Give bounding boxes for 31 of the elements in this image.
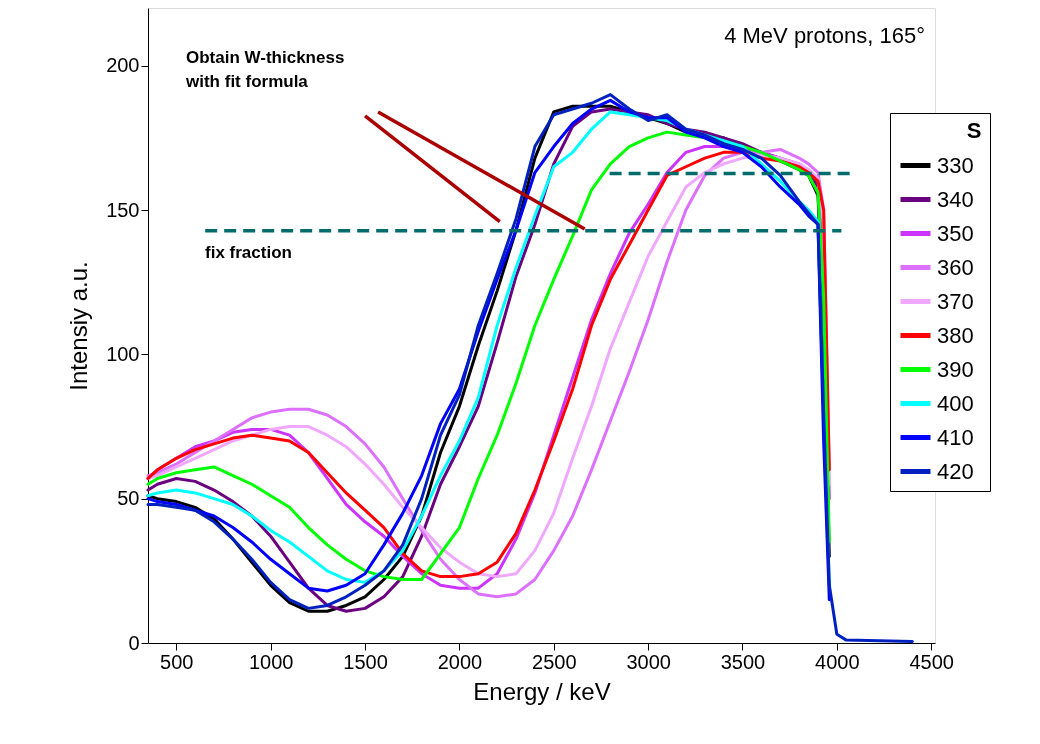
x-tick-label: 2500 — [532, 650, 577, 673]
y-tick-label: 150 — [106, 198, 140, 221]
x-tick-label: 1500 — [343, 650, 388, 673]
x-tick-label: 4500 — [909, 650, 954, 673]
line-series — [146, 93, 914, 644]
x-axis-title: Energy / keV — [473, 677, 611, 705]
x-tick-label: 4000 — [815, 650, 860, 673]
legend-label: 380 — [937, 322, 974, 348]
legend-label: 390 — [937, 356, 974, 382]
y-tick-label: 200 — [106, 54, 140, 77]
legend-title: S — [966, 118, 982, 143]
x-tick-label: 500 — [160, 650, 194, 673]
legend-label: 350 — [937, 220, 974, 246]
y-tick-label: 0 — [128, 631, 140, 654]
legend-label: 340 — [937, 186, 974, 212]
x-tick-label: 2000 — [437, 650, 483, 673]
legend-label: 410 — [937, 424, 974, 450]
y-axis-title: Intensiy a.u. — [65, 261, 93, 391]
annotation: Obtain W-thickness with fit formula — [185, 48, 345, 91]
y-tick-label: 100 — [106, 342, 140, 365]
y-tick-label: 50 — [117, 487, 140, 510]
x-tick-label: 1000 — [248, 650, 294, 673]
x-tick-label: 3500 — [720, 650, 766, 673]
annotation: 4 MeV protons, 165° — [724, 23, 925, 48]
annotation: fix fraction — [205, 243, 292, 262]
legend-label: 400 — [937, 390, 974, 416]
x-tick-label: 3000 — [626, 650, 671, 673]
legend-label: 360 — [937, 254, 974, 280]
legend-label: 420 — [937, 458, 974, 484]
legend-label: 330 — [937, 152, 974, 178]
legend-label: 370 — [937, 288, 974, 314]
